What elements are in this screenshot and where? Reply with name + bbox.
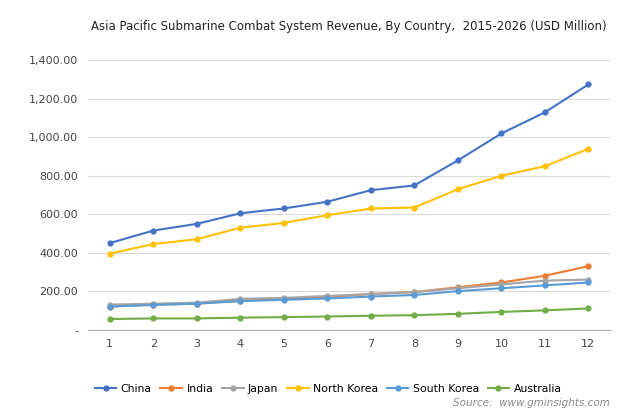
- North Korea: [454, 187, 462, 192]
- Japan: [193, 300, 201, 305]
- Japan: [367, 292, 375, 297]
- India: [454, 285, 462, 290]
- Japan: [411, 290, 418, 295]
- China: [106, 241, 114, 246]
- India: [193, 301, 201, 306]
- South Korea: [541, 283, 548, 288]
- South Korea: [237, 299, 244, 304]
- North Korea: [193, 237, 201, 242]
- Title: Asia Pacific Submarine Combat System Revenue, By Country,  2015-2026 (USD Millio: Asia Pacific Submarine Combat System Rev…: [91, 20, 607, 33]
- India: [106, 304, 114, 309]
- India: [498, 280, 505, 285]
- China: [411, 183, 418, 188]
- South Korea: [106, 304, 114, 309]
- North Korea: [106, 251, 114, 256]
- China: [280, 206, 287, 211]
- South Korea: [150, 302, 157, 307]
- India: [323, 295, 331, 300]
- North Korea: [237, 225, 244, 230]
- Line: South Korea: South Korea: [108, 280, 591, 309]
- Australia: [280, 315, 287, 320]
- Japan: [280, 295, 287, 300]
- India: [584, 264, 592, 269]
- China: [498, 131, 505, 136]
- Australia: [411, 313, 418, 318]
- North Korea: [280, 220, 287, 225]
- South Korea: [498, 286, 505, 291]
- Australia: [106, 316, 114, 321]
- South Korea: [584, 280, 592, 285]
- Australia: [150, 316, 157, 321]
- India: [150, 302, 157, 307]
- Line: North Korea: North Korea: [108, 146, 591, 256]
- Australia: [323, 314, 331, 319]
- South Korea: [280, 297, 287, 302]
- North Korea: [541, 164, 548, 169]
- India: [541, 273, 548, 278]
- Australia: [454, 311, 462, 316]
- China: [541, 110, 548, 115]
- India: [411, 290, 418, 295]
- China: [237, 211, 244, 216]
- China: [584, 82, 592, 87]
- India: [367, 292, 375, 297]
- North Korea: [584, 146, 592, 151]
- Japan: [106, 302, 114, 307]
- Australia: [367, 313, 375, 318]
- Japan: [454, 286, 462, 291]
- North Korea: [323, 213, 331, 218]
- Japan: [584, 277, 592, 282]
- Line: Australia: Australia: [108, 306, 591, 321]
- China: [367, 188, 375, 193]
- Line: China: China: [108, 82, 591, 246]
- Australia: [498, 309, 505, 314]
- Japan: [498, 282, 505, 287]
- China: [150, 228, 157, 233]
- Australia: [193, 316, 201, 321]
- North Korea: [150, 241, 157, 246]
- India: [237, 298, 244, 303]
- South Korea: [323, 296, 331, 301]
- North Korea: [367, 206, 375, 211]
- Japan: [541, 278, 548, 283]
- Legend: China, India, Japan, North Korea, South Korea, Australia: China, India, Japan, North Korea, South …: [95, 384, 562, 394]
- China: [323, 199, 331, 204]
- Japan: [237, 296, 244, 301]
- China: [193, 221, 201, 226]
- Line: Japan: Japan: [108, 277, 591, 307]
- Japan: [150, 301, 157, 306]
- South Korea: [367, 294, 375, 299]
- Text: Source:  www.gminsights.com: Source: www.gminsights.com: [454, 398, 610, 408]
- South Korea: [454, 289, 462, 294]
- South Korea: [411, 293, 418, 297]
- North Korea: [498, 173, 505, 178]
- North Korea: [411, 205, 418, 210]
- Australia: [584, 306, 592, 311]
- South Korea: [193, 301, 201, 306]
- Japan: [323, 293, 331, 298]
- Line: India: India: [108, 264, 591, 309]
- Australia: [237, 315, 244, 320]
- India: [280, 296, 287, 301]
- China: [454, 158, 462, 163]
- Australia: [541, 308, 548, 313]
